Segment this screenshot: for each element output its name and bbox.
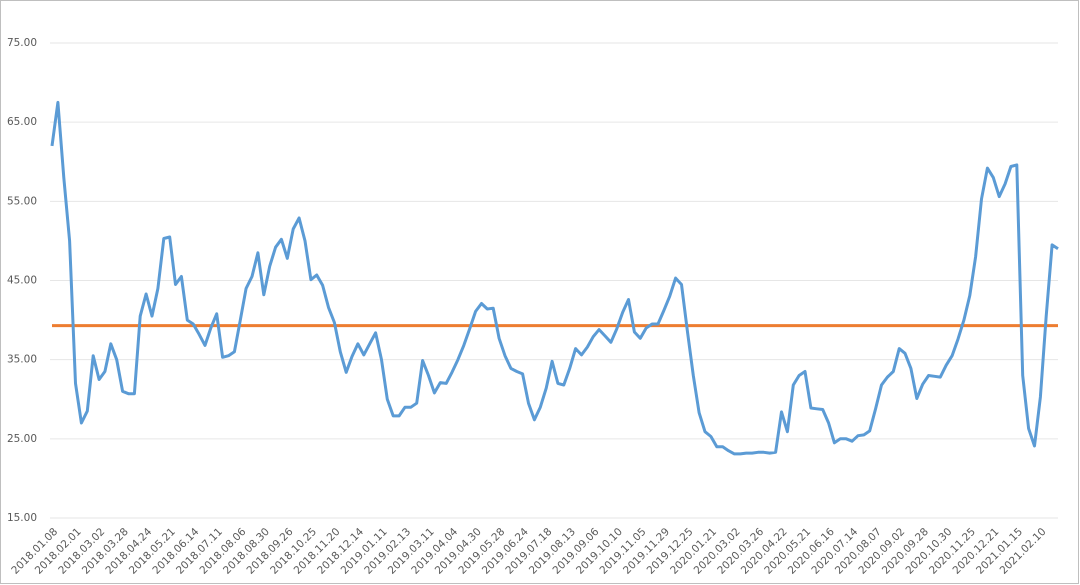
- data-line: [50, 100, 1059, 456]
- y-tick-label: 75.00: [7, 37, 37, 49]
- y-tick-label: 35.00: [7, 354, 37, 366]
- y-tick-label: 65.00: [7, 116, 37, 128]
- y-tick-label: 15.00: [7, 512, 37, 524]
- y-tick-label: 25.00: [7, 433, 37, 445]
- y-tick-label: 45.00: [7, 275, 37, 287]
- y-tick-label: 55.00: [7, 195, 37, 207]
